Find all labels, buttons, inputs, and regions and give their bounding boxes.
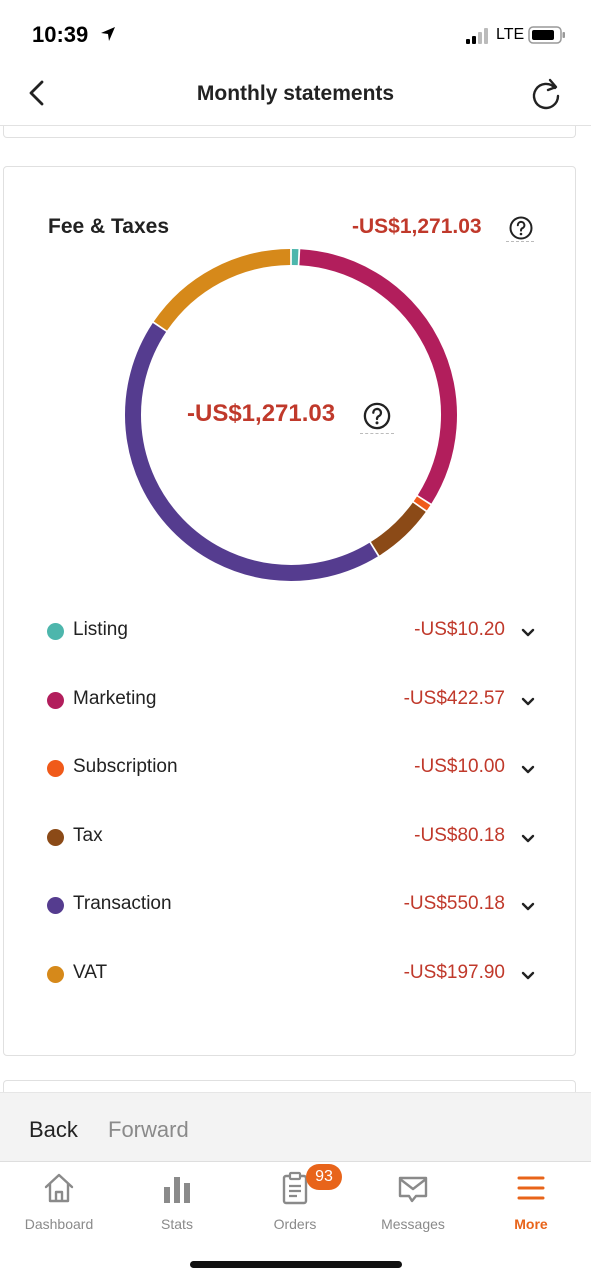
tab-orders[interactable]: Orders bbox=[236, 1171, 354, 1241]
legend-dot bbox=[47, 623, 64, 640]
chevron-down-icon[interactable] bbox=[520, 694, 536, 710]
tab-stats[interactable]: Stats bbox=[118, 1171, 236, 1241]
legend-row-transaction[interactable]: Transaction -US$550.18 bbox=[4, 887, 577, 927]
orders-badge: 93 bbox=[306, 1164, 342, 1190]
legend-label: VAT bbox=[73, 962, 108, 983]
donut-slice-tax bbox=[370, 502, 426, 556]
legend-value: -US$10.20 bbox=[414, 619, 505, 640]
tab-label: Dashboard bbox=[24, 1216, 94, 1232]
legend-row-marketing[interactable]: Marketing -US$422.57 bbox=[4, 682, 577, 722]
question-circle-icon[interactable] bbox=[362, 401, 392, 431]
legend-row-subscription[interactable]: Subscription -US$10.00 bbox=[4, 750, 577, 790]
donut-slice-subscription bbox=[413, 496, 431, 511]
center-total: -US$1,271.03 bbox=[187, 400, 336, 427]
legend-label: Marketing bbox=[73, 687, 157, 709]
envelope-icon bbox=[398, 1176, 428, 1203]
legend-row-vat[interactable]: VAT -US$197.90 bbox=[4, 956, 577, 996]
legend-dot bbox=[47, 966, 64, 983]
tab-label: Stats bbox=[161, 1216, 193, 1232]
donut-chart bbox=[125, 249, 457, 581]
legend-label: Listing bbox=[73, 619, 128, 640]
legend-dot bbox=[47, 828, 64, 846]
battery-icon bbox=[528, 26, 565, 44]
browser-nav-bar: Back Forward bbox=[0, 1092, 591, 1162]
chevron-down-icon[interactable] bbox=[520, 899, 536, 915]
legend-value: -US$10.00 bbox=[414, 756, 505, 778]
previous-card bbox=[3, 126, 576, 138]
legend-label: Subscription bbox=[73, 756, 178, 778]
tab-more[interactable]: More bbox=[472, 1171, 590, 1241]
status-bar: 10:39 LTE bbox=[0, 0, 591, 64]
total-underline bbox=[506, 241, 534, 242]
question-circle-icon[interactable] bbox=[508, 215, 534, 241]
back-link[interactable]: Back bbox=[29, 1117, 78, 1142]
chevron-down-icon[interactable] bbox=[520, 968, 536, 984]
next-card bbox=[3, 1080, 576, 1100]
legend-value: -US$80.18 bbox=[414, 824, 505, 846]
legend-dot bbox=[47, 691, 64, 709]
legend-value: -US$550.18 bbox=[403, 893, 505, 915]
legend-dot bbox=[47, 897, 64, 915]
fee-taxes-card: Fee & Taxes -US$1,271.03 -US$1,271.03 Li… bbox=[3, 166, 576, 1056]
home-icon bbox=[44, 1173, 74, 1203]
clipboard-icon bbox=[282, 1171, 308, 1205]
donut-slice-vat bbox=[153, 249, 291, 331]
network-label: LTE bbox=[496, 26, 525, 43]
signal-icon bbox=[466, 28, 488, 44]
status-time: 10:39 bbox=[32, 22, 89, 47]
card-total: -US$1,271.03 bbox=[352, 215, 482, 238]
legend-dot bbox=[47, 760, 64, 778]
tab-label: Orders bbox=[273, 1216, 317, 1232]
tab-messages[interactable]: Messages bbox=[354, 1171, 472, 1241]
chevron-down-icon[interactable] bbox=[520, 625, 536, 641]
donut-slice-transaction bbox=[125, 323, 378, 581]
chevron-down-icon[interactable] bbox=[520, 762, 536, 778]
card-title: Fee & Taxes bbox=[48, 215, 170, 238]
refresh-icon[interactable] bbox=[528, 76, 564, 112]
forward-link[interactable]: Forward bbox=[108, 1117, 189, 1142]
tab-label: More bbox=[514, 1216, 548, 1232]
tab-label: Messages bbox=[381, 1216, 445, 1232]
location-arrow-icon bbox=[101, 27, 115, 41]
bar-chart-icon bbox=[164, 1177, 190, 1203]
page-title: Monthly statements bbox=[196, 82, 395, 105]
tab-bar: Dashboard Stats Orders Messages More bbox=[0, 1163, 591, 1280]
legend-row-listing[interactable]: Listing -US$10.20 bbox=[4, 613, 577, 653]
donut-slice-marketing bbox=[299, 249, 457, 504]
legend-value: -US$422.57 bbox=[403, 687, 505, 709]
legend-label: Tax bbox=[73, 824, 103, 846]
nav-header: Monthly statements bbox=[0, 64, 591, 126]
legend-label: Transaction bbox=[73, 893, 172, 915]
home-indicator bbox=[190, 1261, 402, 1268]
legend-value: -US$197.90 bbox=[403, 962, 505, 983]
legend-row-tax[interactable]: Tax -US$80.18 bbox=[4, 819, 577, 859]
chevron-down-icon[interactable] bbox=[520, 831, 536, 847]
back-button[interactable] bbox=[24, 78, 52, 108]
center-total-underline bbox=[360, 433, 394, 434]
tab-dashboard[interactable]: Dashboard bbox=[0, 1171, 118, 1241]
menu-icon bbox=[517, 1176, 545, 1200]
